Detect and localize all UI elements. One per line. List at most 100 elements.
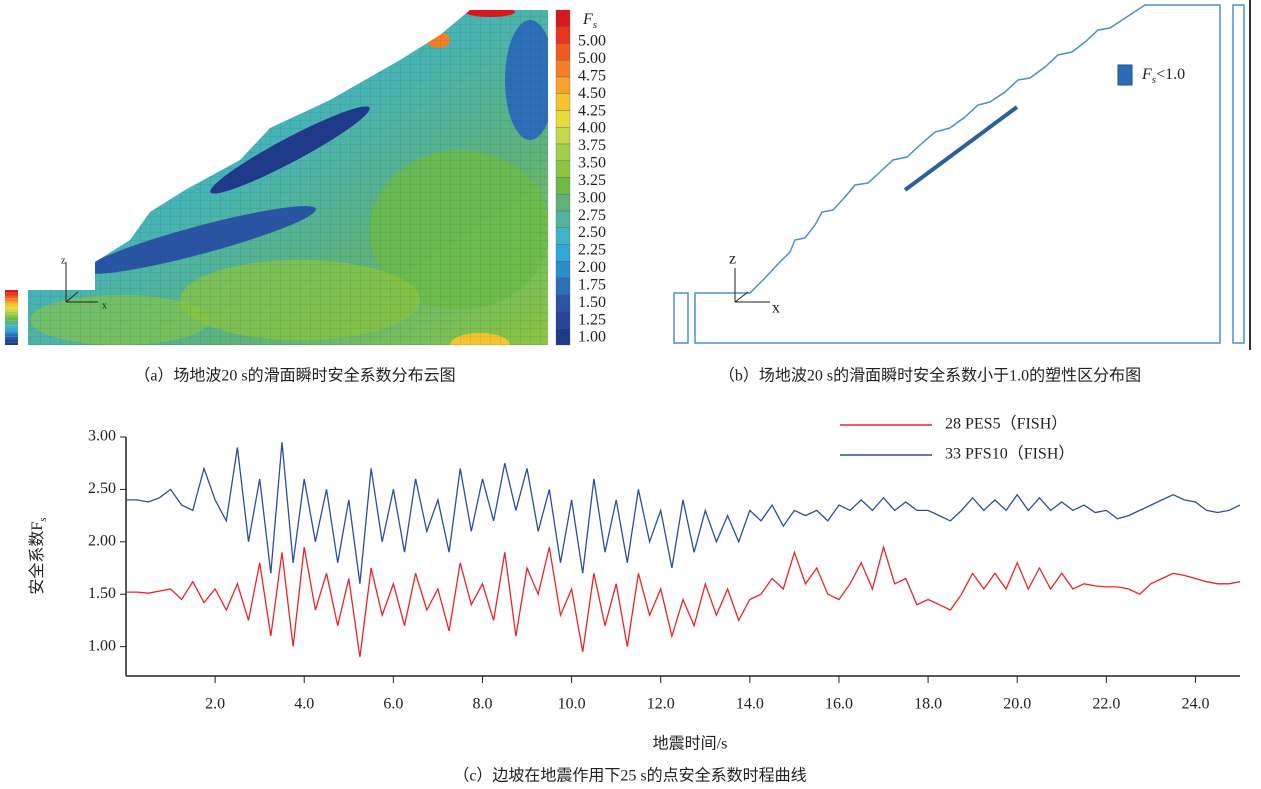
- colorbar-segment: [5, 303, 18, 307]
- colorbar-segment: [555, 9, 571, 27]
- axis-label: x: [772, 300, 780, 317]
- colorbar-segment: [5, 339, 18, 343]
- x-tick-label: 24.0: [1181, 696, 1209, 713]
- colorbar-title: Fs: [582, 11, 597, 31]
- axis-label: z: [729, 251, 736, 268]
- colorbar-segment: [5, 314, 18, 318]
- subscript: s: [1152, 74, 1156, 86]
- colorbar-segment: [5, 334, 18, 337]
- colorbar-label: 2.00: [578, 259, 606, 276]
- colorbar-segment: [555, 160, 571, 178]
- colorbar-label: 3.00: [578, 189, 606, 206]
- colorbar-segment: [5, 312, 18, 315]
- symbol: F: [582, 11, 593, 28]
- x-tick-label: 8.0: [472, 696, 492, 713]
- axis-triad: [734, 268, 770, 303]
- colorbar-segment: [5, 336, 18, 340]
- colorbar-segment: [555, 143, 571, 161]
- y-tick-label: 1.00: [88, 637, 116, 654]
- x-tick-label: 12.0: [647, 696, 675, 713]
- legend-text: <1.0: [1156, 66, 1185, 83]
- x-tick-label: 22.0: [1092, 696, 1120, 713]
- colorbar-segment: [555, 294, 571, 312]
- caption: （b）场地波20 s的滑面瞬时安全系数小于1.0的塑性区分布图: [719, 367, 1141, 385]
- colorbar-label: 4.25: [578, 102, 606, 119]
- colorbar-segment: [5, 290, 18, 293]
- colorbar-segment: [5, 328, 18, 332]
- colorbar-segment: [555, 328, 571, 346]
- colorbar-small: [5, 290, 18, 345]
- colorbar-segment: [555, 194, 571, 212]
- x-tick-label: 4.0: [294, 696, 314, 713]
- colorbar-label: 5.00: [578, 33, 606, 50]
- colorbar-segment: [5, 323, 18, 326]
- colorbar-segment: [5, 325, 18, 329]
- colorbar-segment: [555, 244, 571, 262]
- colorbar-label: 4.50: [578, 85, 606, 102]
- colorbar-segment: [555, 127, 571, 145]
- contour-plot: [28, 10, 548, 345]
- colorbar-label: 2.25: [578, 242, 606, 259]
- colorbar-segment: [555, 261, 571, 279]
- axis-triad: [65, 262, 98, 303]
- colorbar-label: 3.75: [578, 137, 606, 154]
- colorbar-segment: [555, 110, 571, 128]
- colorbar-label: 1.50: [578, 294, 606, 311]
- colorbar-segment: [5, 292, 18, 296]
- legend-label: 28 PES5（FISH）: [945, 415, 1067, 433]
- caption: （a）场地波20 s的滑面瞬时安全系数分布云图: [134, 367, 455, 385]
- colorbar-label: 2.50: [578, 224, 606, 241]
- y-tick-label: 2.50: [88, 480, 116, 497]
- colorbar-label: 2.75: [578, 207, 606, 224]
- y-tick-label: 1.50: [88, 585, 116, 602]
- subscript: s: [593, 19, 597, 31]
- axis-label: x: [102, 300, 107, 311]
- colorbar-segment: [5, 317, 18, 321]
- symbol: F: [1141, 66, 1152, 83]
- colorbar-segment: [555, 210, 571, 228]
- x-tick-label: 16.0: [825, 696, 853, 713]
- colorbar-label: 3.25: [578, 172, 606, 189]
- x-tick-label: 20.0: [1003, 696, 1031, 713]
- caption: （c）边坡在地震作用下25 s的点安全系数时程曲线: [453, 767, 806, 785]
- y-axis-label: 安全系数Fs: [28, 517, 49, 594]
- colorbar-label: 3.50: [578, 155, 606, 172]
- colorbar-label: 1.00: [578, 329, 606, 346]
- colorbar-label: 4.00: [578, 120, 606, 137]
- colorbar-segment: [555, 26, 571, 44]
- x-tick-label: 18.0: [914, 696, 942, 713]
- colorbar-segment: [555, 227, 571, 245]
- colorbar-segment: [555, 277, 571, 295]
- colorbar-label: 1.75: [578, 276, 606, 293]
- plastic-zone: [903, 105, 1019, 192]
- colorbar-label: 4.75: [578, 67, 606, 84]
- data-line: [126, 442, 1241, 584]
- axis-label: z: [61, 255, 66, 266]
- colorbar-segment: [555, 60, 571, 78]
- legend-label: 33 PFS10（FISH）: [945, 445, 1074, 463]
- colorbar-segment: [555, 76, 571, 94]
- colorbar-segment: [5, 301, 18, 304]
- y-tick-label: 3.00: [88, 428, 116, 445]
- x-tick-label: 2.0: [205, 696, 225, 713]
- y-tick-label: 2.00: [88, 532, 116, 549]
- colorbar-segment: [5, 306, 18, 310]
- subscript: s: [37, 517, 49, 521]
- colorbar-segment: [555, 43, 571, 61]
- colorbar-segment: [5, 331, 18, 334]
- x-tick-label: 6.0: [383, 696, 403, 713]
- colorbar-label: 5.00: [578, 50, 606, 67]
- colorbar-segment: [5, 320, 18, 323]
- colorbar-segment: [5, 298, 18, 301]
- x-tick-label: 14.0: [736, 696, 764, 713]
- colorbar: 5.005.004.754.504.254.003.753.503.253.00…: [555, 9, 606, 346]
- legend-swatch: [1117, 64, 1133, 86]
- x-tick-label: 10.0: [558, 696, 586, 713]
- colorbar-segment: [5, 309, 18, 312]
- colorbar-segment: [555, 311, 571, 329]
- colorbar-segment: [5, 295, 18, 299]
- colorbar-label: 1.25: [578, 311, 606, 328]
- legend-label: Fs<1.0: [1141, 66, 1185, 86]
- colorbar-segment: [5, 342, 18, 345]
